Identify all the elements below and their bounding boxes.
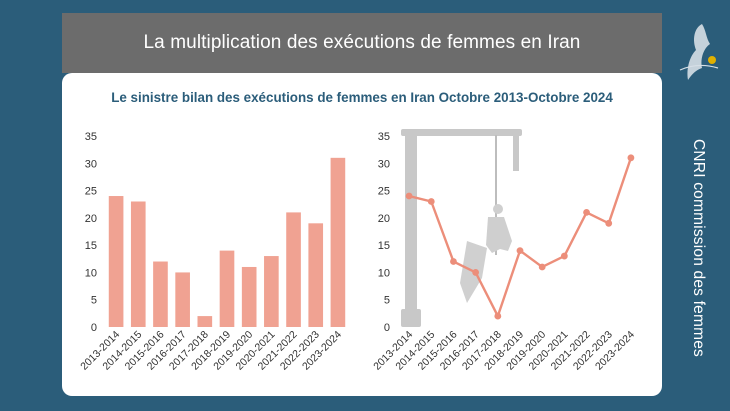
point-2022-2023 [605, 219, 613, 227]
card-subtitle: Le sinistre bilan des exécutions de femm… [111, 90, 613, 105]
y-tick-label: 15 [85, 240, 97, 252]
y-tick-label: 20 [85, 213, 97, 225]
bar-2022-2023 [308, 223, 324, 327]
point-2020-2021 [560, 252, 568, 260]
point-2021-2022 [583, 209, 590, 216]
y-tick-label: 0 [384, 322, 390, 334]
point-2018-2019 [516, 247, 524, 255]
bar-chart: 051015202530352013-20142014-20152015-201… [78, 131, 346, 373]
gallows-silhouette-icon [401, 129, 522, 327]
bar-2023-2024 [330, 157, 346, 327]
bar-2018-2019 [219, 250, 235, 327]
page-title: La multiplication des exécutions de femm… [143, 32, 581, 53]
page-title-banner: La multiplication des exécutions de femm… [62, 13, 662, 73]
chart-card: Le sinistre bilan des exécutions de femm… [62, 73, 662, 396]
y-tick-label: 30 [85, 158, 97, 170]
y-tick-label: 25 [378, 186, 390, 198]
point-2015-2016 [450, 258, 457, 265]
y-tick-label: 20 [378, 213, 390, 225]
women-silhouette-logo-icon [679, 24, 719, 80]
point-2014-2015 [427, 198, 435, 205]
bar-2020-2021 [264, 256, 279, 327]
point-2019-2020 [538, 263, 546, 271]
point-2016-2017 [472, 269, 480, 276]
point-2017-2018 [494, 312, 502, 320]
y-tick-label: 10 [378, 267, 390, 279]
bar-2014-2015 [130, 201, 146, 327]
y-tick-label: 0 [91, 322, 97, 334]
bar-2017-2018 [197, 316, 213, 327]
bar-2019-2020 [241, 266, 257, 327]
bar-2015-2016 [153, 261, 168, 327]
y-tick-label: 35 [378, 131, 390, 143]
point-2023-2024 [627, 154, 635, 162]
bar-2021-2022 [286, 212, 301, 327]
series-line [408, 157, 633, 318]
bar-2016-2017 [175, 272, 190, 327]
y-tick-label: 5 [91, 295, 97, 307]
charts-canvas: 051015202530352013-20142014-20152015-201… [78, 129, 637, 373]
y-tick-label: 15 [378, 240, 390, 252]
point-2013-2014 [405, 192, 413, 200]
y-tick-label: 10 [85, 267, 97, 279]
y-tick-label: 30 [378, 158, 390, 170]
y-tick-label: 25 [85, 186, 97, 198]
side-vertical-label: CNRI commission des femmes [690, 139, 707, 357]
y-tick-label: 35 [85, 131, 97, 143]
y-tick-label: 5 [384, 295, 390, 307]
bar-2013-2014 [108, 196, 124, 327]
